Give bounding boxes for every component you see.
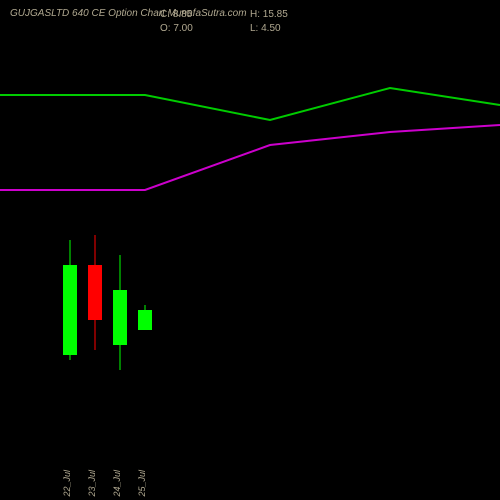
- price-chart: 22_Jul 23_Jul 24_Jul 25_Jul: [0, 0, 500, 500]
- x-axis-label: 22_Jul: [62, 469, 72, 498]
- x-axis-label: 25_Jul: [137, 469, 147, 498]
- candle-body: [113, 290, 127, 345]
- upper-indicator-line: [0, 88, 500, 120]
- x-axis-label: 23_Jul: [87, 469, 97, 498]
- candle-body: [138, 310, 152, 330]
- lower-indicator-line: [0, 125, 500, 190]
- candle-body: [63, 265, 77, 355]
- candle-body: [88, 265, 102, 320]
- x-axis-label: 24_Jul: [112, 469, 122, 498]
